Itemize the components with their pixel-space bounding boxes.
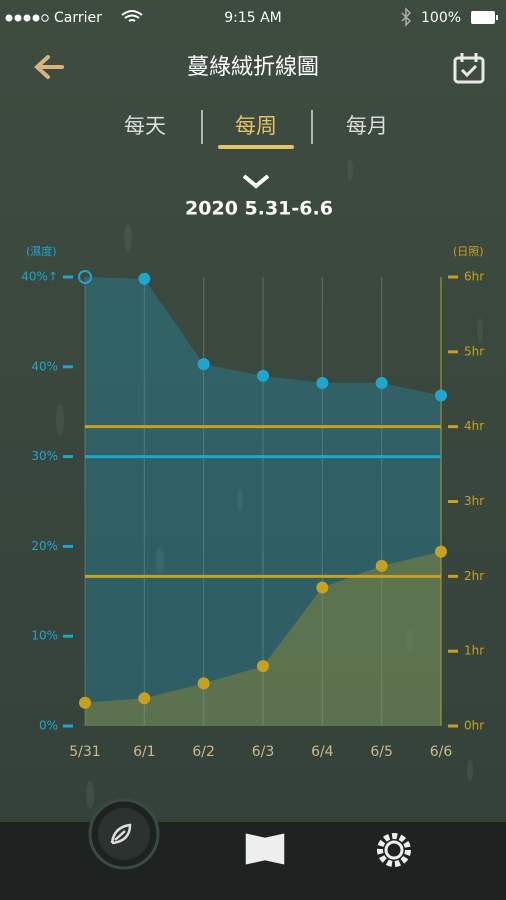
chart: (濕度) (日照) 5/31 6/1 6/2 6/3 6/4 6/5 6/6 0% 10% 20% 30… <box>21 244 484 760</box>
series-area <box>85 277 441 726</box>
expand-chevron[interactable] <box>242 174 270 189</box>
x-tick-label: 6/1 <box>133 744 156 760</box>
wifi-icon <box>121 10 143 22</box>
data-point <box>316 581 329 594</box>
y2-tick-label: 5hr <box>464 344 484 358</box>
tab[interactable]: 每周 <box>235 114 277 138</box>
data-point <box>435 545 447 558</box>
y-tick-label: 0% <box>39 719 58 733</box>
data-point <box>375 376 388 389</box>
bluetooth-icon <box>401 7 412 27</box>
y-tick-label: 40%↑ <box>21 270 58 284</box>
battery-tip <box>496 15 498 20</box>
x-tick-label: 6/2 <box>192 744 215 760</box>
x-tick-label: 6/5 <box>370 744 393 760</box>
signal-dots <box>5 14 49 22</box>
data-point <box>138 272 151 285</box>
tab-bar: 每天 每周 每月 <box>124 114 388 149</box>
battery-icon <box>471 11 495 24</box>
data-point <box>197 677 210 690</box>
y2-tick-label: 0hr <box>464 719 484 733</box>
date-range: 2020 5.31-6.6 <box>185 198 333 220</box>
x-tick-label: 6/4 <box>311 744 334 760</box>
y-axis-label: (濕度) <box>26 244 57 258</box>
page-title: 蔓綠絨折線圖 <box>187 55 319 80</box>
leaf-icon <box>110 823 132 845</box>
y2-tick-label: 1hr <box>464 644 484 658</box>
battery-text: 100% <box>421 10 461 26</box>
y2-axis-label: (日照) <box>453 245 484 258</box>
y-tick-label: 30% <box>31 449 58 463</box>
back-button[interactable] <box>34 55 64 79</box>
series-area <box>85 551 441 726</box>
y2-tick-label: 6hr <box>464 270 484 284</box>
tab-underline <box>218 145 294 149</box>
y-tick-label: 10% <box>31 629 58 643</box>
nav-book[interactable] <box>245 833 285 865</box>
calendar-button[interactable] <box>453 53 485 84</box>
x-tick-label: 6/3 <box>252 744 275 760</box>
x-tick-label: 5/31 <box>69 744 100 760</box>
tab[interactable]: 每月 <box>346 114 388 138</box>
y2-tick-label: 2hr <box>464 569 484 583</box>
data-point <box>257 660 269 673</box>
data-point <box>197 358 210 371</box>
data-point <box>79 696 91 709</box>
data-point <box>375 559 388 572</box>
data-point <box>316 376 329 389</box>
nav-settings[interactable] <box>377 833 411 867</box>
rain-drops <box>56 50 483 809</box>
nav-home[interactable] <box>98 808 150 860</box>
y-tick-label: 40% <box>31 359 58 373</box>
time: 9:15 AM <box>224 10 282 26</box>
data-point <box>257 369 269 382</box>
y2-tick-label: 4hr <box>464 419 484 433</box>
x-tick-label: 6/6 <box>430 744 453 760</box>
y-tick-label: 20% <box>31 539 58 553</box>
carrier: Carrier <box>54 10 102 26</box>
data-point <box>138 692 151 705</box>
tab[interactable]: 每天 <box>124 114 166 138</box>
data-point <box>78 270 92 284</box>
y2-tick-label: 3hr <box>464 494 484 508</box>
data-point <box>435 389 447 402</box>
